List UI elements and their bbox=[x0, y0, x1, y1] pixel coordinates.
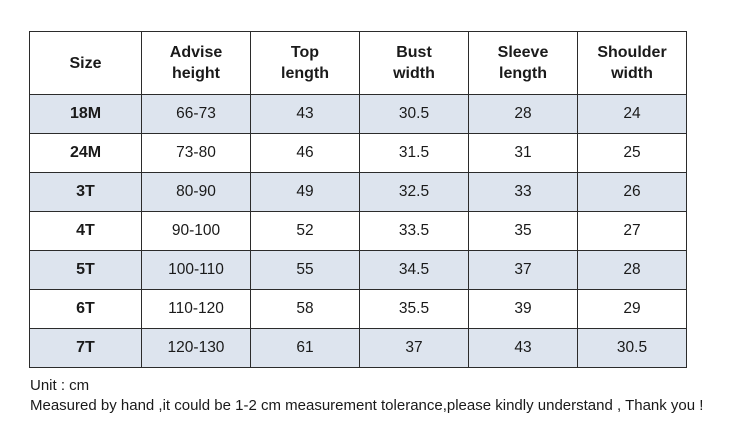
header-sleeve-length: Sleeve length bbox=[468, 31, 578, 95]
cell-advise-height: 100-110 bbox=[141, 250, 251, 290]
table-row: 7T 120-130 61 37 43 30.5 bbox=[29, 328, 687, 368]
cell-sleeve-length: 35 bbox=[468, 211, 578, 251]
cell-shoulder-width: 26 bbox=[577, 172, 687, 212]
cell-bust-width: 30.5 bbox=[359, 94, 469, 134]
cell-top-length: 61 bbox=[250, 328, 360, 368]
cell-advise-height: 80-90 bbox=[141, 172, 251, 212]
table-row: 4T 90-100 52 33.5 35 27 bbox=[29, 211, 687, 251]
header-sleeve-length-line-2: length bbox=[499, 65, 547, 82]
cell-advise-height: 110-120 bbox=[141, 289, 251, 329]
header-shoulder-width-line-1: Shoulder bbox=[597, 44, 667, 61]
cell-bust-width: 34.5 bbox=[359, 250, 469, 290]
cell-bust-width: 31.5 bbox=[359, 133, 469, 173]
header-size: Size bbox=[29, 31, 142, 95]
cell-size: 18M bbox=[29, 94, 142, 134]
cell-shoulder-width: 25 bbox=[577, 133, 687, 173]
table-row: 5T 100-110 55 34.5 37 28 bbox=[29, 250, 687, 290]
table-row: 24M 73-80 46 31.5 31 25 bbox=[29, 133, 687, 173]
cell-size: 3T bbox=[29, 172, 142, 212]
cell-top-length: 52 bbox=[250, 211, 360, 251]
header-top-length-line-1: Top bbox=[290, 44, 320, 61]
header-shoulder-width-line-2: width bbox=[611, 65, 653, 82]
header-sleeve-length-line-1: Sleeve bbox=[497, 44, 549, 61]
cell-size: 5T bbox=[29, 250, 142, 290]
measurement-note: Measured by hand ,it could be 1-2 cm mea… bbox=[30, 397, 704, 414]
cell-sleeve-length: 39 bbox=[468, 289, 578, 329]
cell-size: 4T bbox=[29, 211, 142, 251]
header-row: Size Advise height Top length Bust width… bbox=[29, 31, 687, 95]
header-size-line-1: Size bbox=[69, 54, 102, 72]
cell-sleeve-length: 43 bbox=[468, 328, 578, 368]
cell-top-length: 49 bbox=[250, 172, 360, 212]
header-top-length-line-2: length bbox=[281, 65, 329, 82]
cell-advise-height: 90-100 bbox=[141, 211, 251, 251]
header-bust-width: Bust width bbox=[359, 31, 469, 95]
cell-size: 7T bbox=[29, 328, 142, 368]
header-top-length: Top length bbox=[250, 31, 360, 95]
cell-size: 6T bbox=[29, 289, 142, 329]
cell-bust-width: 32.5 bbox=[359, 172, 469, 212]
header-advise-height-line-1: Advise bbox=[169, 44, 223, 61]
header-bust-width-line-2: width bbox=[393, 65, 435, 82]
table-row: 18M 66-73 43 30.5 28 24 bbox=[29, 94, 687, 134]
header-advise-height-line-2: height bbox=[172, 65, 220, 82]
cell-top-length: 43 bbox=[250, 94, 360, 134]
cell-sleeve-length: 31 bbox=[468, 133, 578, 173]
cell-shoulder-width: 24 bbox=[577, 94, 687, 134]
cell-sleeve-length: 37 bbox=[468, 250, 578, 290]
header-bust-width-line-1: Bust bbox=[396, 44, 432, 61]
cell-top-length: 58 bbox=[250, 289, 360, 329]
table-row: 6T 110-120 58 35.5 39 29 bbox=[29, 289, 687, 329]
cell-sleeve-length: 28 bbox=[468, 94, 578, 134]
cell-top-length: 55 bbox=[250, 250, 360, 290]
cell-advise-height: 120-130 bbox=[141, 328, 251, 368]
cell-shoulder-width: 27 bbox=[577, 211, 687, 251]
cell-bust-width: 37 bbox=[359, 328, 469, 368]
cell-bust-width: 35.5 bbox=[359, 289, 469, 329]
size-chart-table: Size Advise height Top length Bust width… bbox=[29, 31, 687, 368]
cell-top-length: 46 bbox=[250, 133, 360, 173]
table-row: 3T 80-90 49 32.5 33 26 bbox=[29, 172, 687, 212]
header-shoulder-width: Shoulder width bbox=[577, 31, 687, 95]
unit-note: Unit : cm bbox=[30, 377, 90, 394]
cell-bust-width: 33.5 bbox=[359, 211, 469, 251]
cell-shoulder-width: 30.5 bbox=[577, 328, 687, 368]
cell-shoulder-width: 28 bbox=[577, 250, 687, 290]
cell-sleeve-length: 33 bbox=[468, 172, 578, 212]
cell-advise-height: 66-73 bbox=[141, 94, 251, 134]
header-advise-height: Advise height bbox=[141, 31, 251, 95]
cell-advise-height: 73-80 bbox=[141, 133, 251, 173]
cell-shoulder-width: 29 bbox=[577, 289, 687, 329]
cell-size: 24M bbox=[29, 133, 142, 173]
